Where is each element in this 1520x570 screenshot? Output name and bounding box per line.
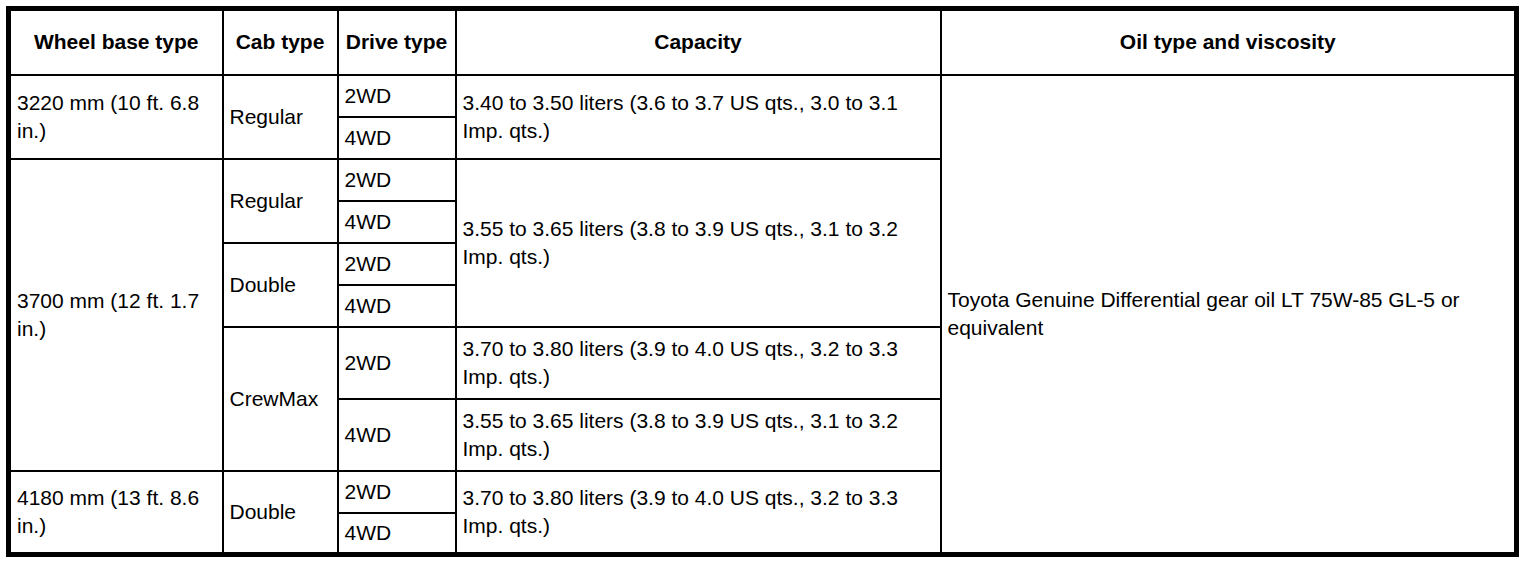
drive-type-cell: 4WD [338,399,456,471]
capacity-cell: 3.55 to 3.65 liters (3.8 to 3.9 US qts.,… [456,159,941,327]
drive-type-cell: 2WD [338,327,456,399]
drive-type-cell: 4WD [338,201,456,243]
differential-oil-capacity-table: Wheel base type Cab type Drive type Capa… [6,6,1519,557]
cab-type-cell: CrewMax [223,327,338,471]
table-row: 3220 mm (10 ft. 6.8 in.) Regular 2WD 3.4… [9,75,1517,117]
document-page: Wheel base type Cab type Drive type Capa… [0,0,1520,570]
capacity-cell: 3.55 to 3.65 liters (3.8 to 3.9 US qts.,… [456,399,941,471]
capacity-cell: 3.70 to 3.80 liters (3.9 to 4.0 US qts.,… [456,327,941,399]
cab-type-cell: Regular [223,159,338,243]
header-wheel-base-type: Wheel base type [9,9,223,75]
cab-type-cell: Double [223,471,338,555]
oil-type-cell: Toyota Genuine Differential gear oil LT … [941,75,1517,555]
header-capacity: Capacity [456,9,941,75]
header-drive-type: Drive type [338,9,456,75]
wheel-base-cell: 4180 mm (13 ft. 8.6 in.) [9,471,223,555]
drive-type-cell: 4WD [338,285,456,327]
drive-type-cell: 2WD [338,159,456,201]
drive-type-cell: 4WD [338,513,456,555]
capacity-cell: 3.70 to 3.80 liters (3.9 to 4.0 US qts.,… [456,471,941,555]
drive-type-cell: 4WD [338,117,456,159]
cab-type-cell: Double [223,243,338,327]
wheel-base-cell: 3700 mm (12 ft. 1.7 in.) [9,159,223,471]
capacity-cell: 3.40 to 3.50 liters (3.6 to 3.7 US qts.,… [456,75,941,159]
header-cab-type: Cab type [223,9,338,75]
header-oil-type-and-viscosity: Oil type and viscosity [941,9,1517,75]
cab-type-cell: Regular [223,75,338,159]
drive-type-cell: 2WD [338,243,456,285]
header-row: Wheel base type Cab type Drive type Capa… [9,9,1517,75]
drive-type-cell: 2WD [338,75,456,117]
drive-type-cell: 2WD [338,471,456,513]
wheel-base-cell: 3220 mm (10 ft. 6.8 in.) [9,75,223,159]
